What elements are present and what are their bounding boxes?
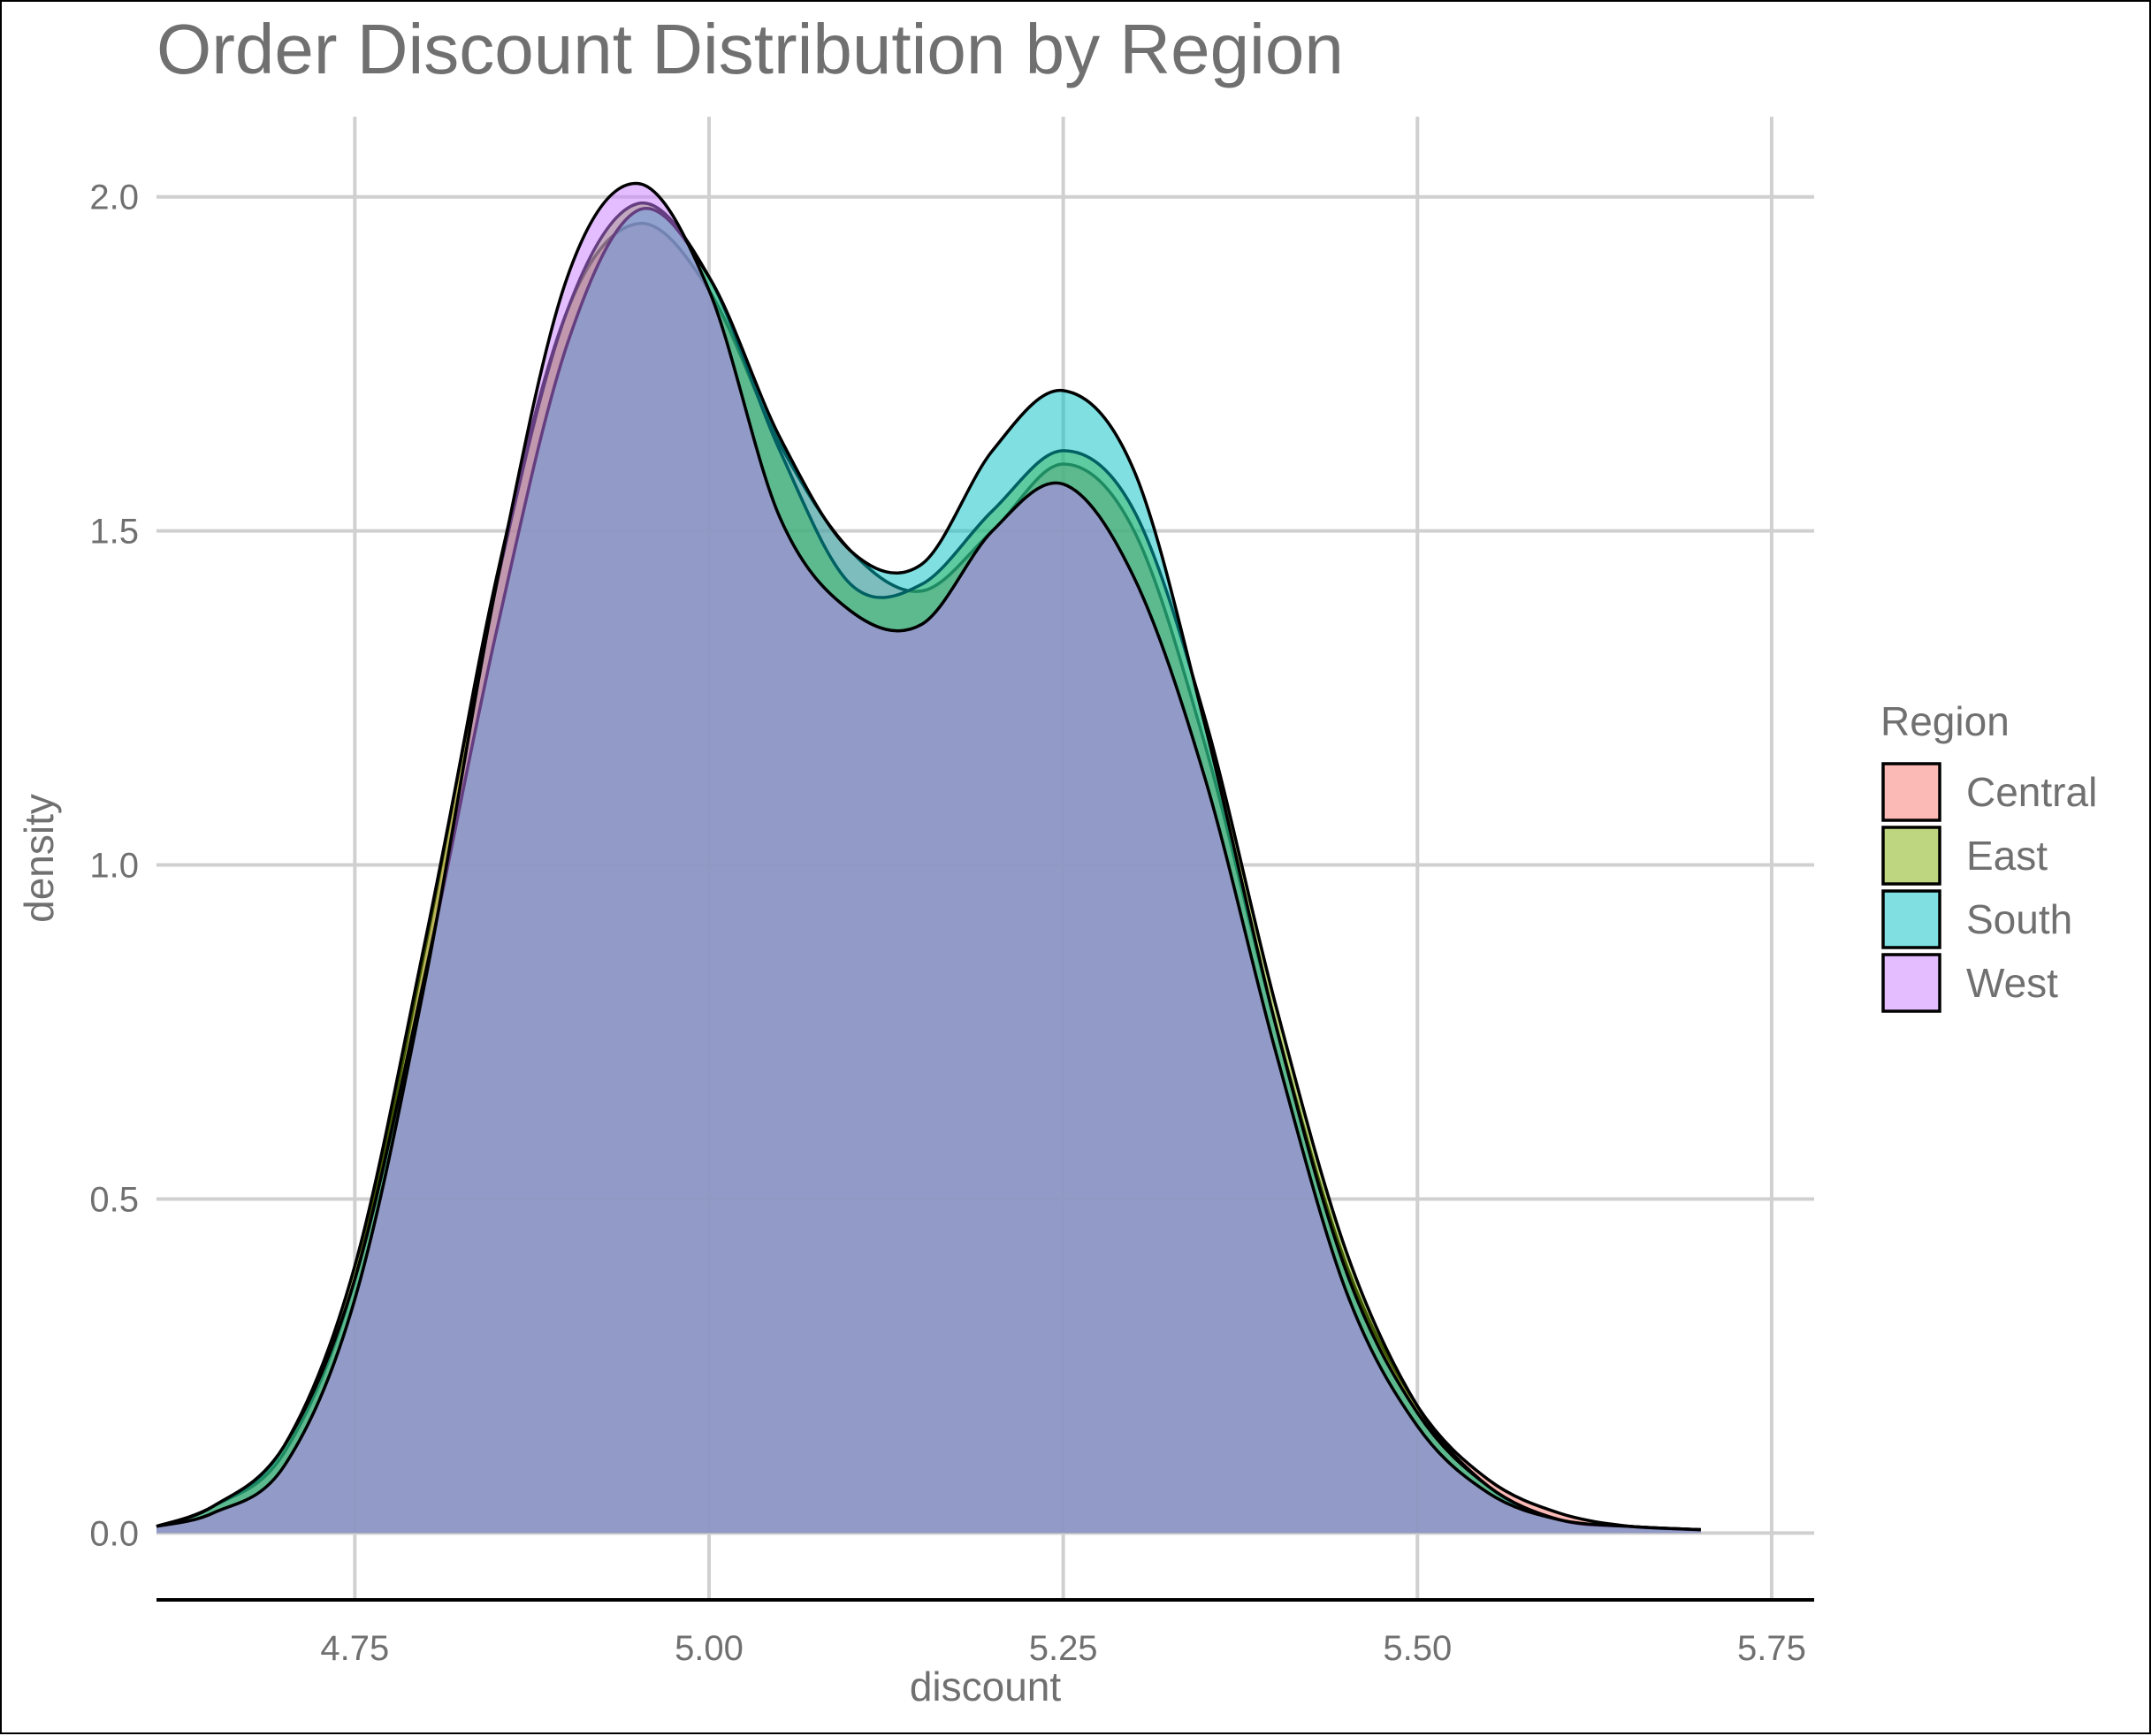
legend-label-south: South [1966,896,2072,942]
y-tick-label-1: 0.5 [89,1180,139,1219]
legend-label-central: Central [1966,769,2097,815]
y-tick-label-0: 0.0 [89,1514,139,1553]
legend-label-west: West [1966,960,2058,1006]
density-area-west [156,183,1701,1534]
legend: Region Central East South West [1880,698,2097,1013]
density-line-south [156,207,1701,1532]
x-tick-labels: 4.75 5.00 5.25 5.50 5.75 [320,1629,1805,1668]
density-line-west [156,181,1701,1532]
x-tick-label-3: 5.50 [1383,1629,1452,1668]
legend-title: Region [1880,698,2010,744]
chart-title: Order Discount Distribution by Region [156,10,1344,88]
density-areas [156,181,1701,1534]
legend-label-east: East [1966,833,2048,879]
x-axis-label: discount [910,1664,1062,1709]
y-tick-label-3: 1.5 [89,513,139,552]
x-tick-label-0: 4.75 [320,1629,389,1668]
legend-swatch-south [1881,889,1941,949]
y-tick-labels: 0.0 0.5 1.0 1.5 2.0 [89,179,139,1554]
legend-swatch-central [1881,762,1941,822]
y-tick-label-4: 2.0 [89,179,139,217]
legend-swatch-west [1881,953,1941,1013]
legend-swatch-east [1881,826,1941,886]
y-tick-label-2: 1.0 [89,847,139,886]
y-axis-label: density [16,794,62,923]
x-tick-label-4: 5.75 [1737,1629,1806,1668]
x-tick-label-2: 5.25 [1029,1629,1098,1668]
x-tick-label-1: 5.00 [675,1629,744,1668]
